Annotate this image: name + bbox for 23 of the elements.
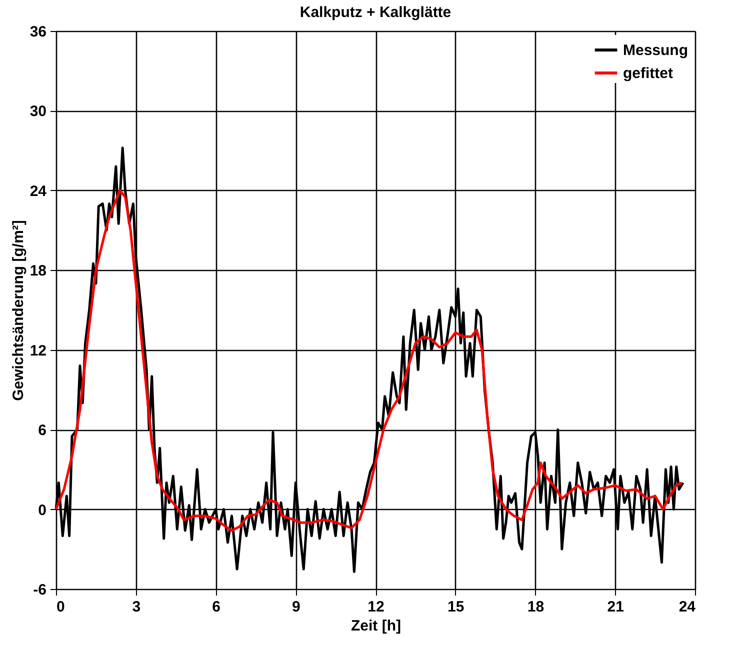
y-tick-label: 6 [38,422,46,440]
x-tick-label: 9 [292,598,300,616]
y-axis-title: Gewichtsänderung [g/m²] [10,220,27,401]
y-tick-label: 0 [38,502,46,519]
y-tick-label: 12 [30,342,46,360]
x-tick-label: 0 [56,598,65,616]
x-tick-label: 3 [132,598,141,616]
x-tick-label: 21 [607,598,624,616]
x-tick-label: 6 [212,598,220,616]
chart-title: Kalkputz + Kalkglätte [300,4,452,21]
x-tick-label: 15 [448,598,464,616]
y-tick-label: 24 [30,182,48,200]
y-tick-label: 36 [30,24,46,40]
legend-label: Messung [623,42,688,59]
x-tick-label: 24 [678,598,696,616]
x-axis-title: Zeit [h] [351,618,401,634]
y-tick-label: -6 [33,582,46,598]
line-series [54,189,683,532]
x-tick-label: 18 [527,598,544,616]
x-tick-label: 12 [368,598,384,616]
y-tick-label: 18 [30,262,46,280]
y-tick-label: 30 [30,103,46,120]
legend-label: gefittet [623,65,673,82]
